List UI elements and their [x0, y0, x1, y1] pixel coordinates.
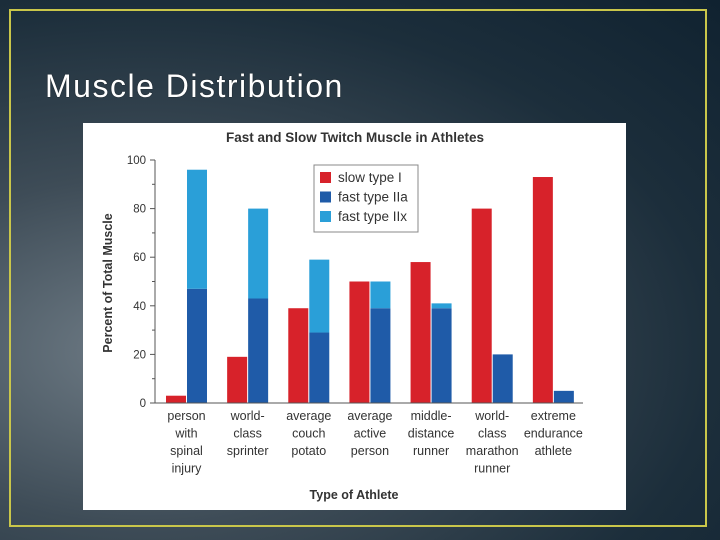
legend-label: slow type I [338, 170, 402, 185]
x-category-label: world- [474, 409, 509, 423]
bar-fast-type-iix [431, 303, 452, 309]
x-category-label: active [354, 427, 387, 441]
x-category-label: injury [172, 462, 203, 476]
x-category-label: couch [292, 427, 325, 441]
x-category-label: athlete [535, 444, 573, 458]
bar-fast-type-iia [309, 332, 330, 403]
bar-fast-type-iix [309, 259, 330, 333]
x-category-label: runner [474, 462, 510, 476]
bar-chart: Fast and Slow Twitch Muscle in Athletes … [101, 130, 583, 502]
x-category-label: with [174, 427, 197, 441]
bar-slow-type-i [349, 281, 370, 403]
bar-fast-type-iia [187, 288, 207, 403]
bar-fast-type-iix [248, 208, 269, 299]
bar-slow-type-i [410, 262, 431, 403]
x-axis-title: Type of Athlete [310, 488, 399, 502]
bar-slow-type-i [532, 177, 553, 403]
x-category-label: marathon [466, 444, 519, 458]
x-category-label: spinal [170, 444, 203, 458]
bar-fast-type-iix [370, 281, 391, 309]
x-category-label: extreme [531, 409, 576, 423]
bar-slow-type-i [166, 395, 186, 403]
x-category-label: sprinter [227, 444, 269, 458]
x-category-label: person [167, 409, 205, 423]
bar-fast-type-iia [492, 354, 513, 403]
y-tick-label: 20 [133, 349, 146, 361]
y-tick-label: 80 [133, 204, 146, 216]
y-tick-label: 100 [127, 155, 146, 167]
x-category-label: world- [230, 409, 265, 423]
y-axis-title: Percent of Total Muscle [101, 213, 115, 352]
x-category-label: class [478, 427, 506, 441]
legend-box [313, 164, 419, 233]
chart-panel: Fast and Slow Twitch Muscle in Athletes … [83, 123, 626, 510]
bar-fast-type-iix [187, 169, 207, 289]
legend-swatch [320, 191, 331, 203]
slide-frame [9, 9, 707, 527]
y-tick-label: 0 [140, 398, 146, 410]
bar-fast-type-iia [370, 308, 391, 403]
x-category-label: average [347, 409, 392, 423]
x-category-label: class [233, 427, 261, 441]
x-category-label: endurance [524, 427, 583, 441]
legend-swatch [320, 172, 331, 183]
x-category-label: person [351, 444, 389, 458]
x-category-label: average [286, 409, 331, 423]
plot-area: 0 20 40 60 80 100 person with spinal injury world-… [127, 155, 583, 476]
legend-swatch [320, 211, 331, 222]
y-tick-label: 60 [133, 252, 146, 264]
bar-slow-type-i [471, 208, 492, 403]
legend-label: fast type IIa [338, 190, 408, 205]
x-category-label: runner [413, 444, 449, 458]
bar-fast-type-iia [248, 298, 269, 403]
bar-fast-type-iia [553, 390, 574, 403]
slide-title: Muscle Distribution [45, 68, 344, 104]
bar-slow-type-i [227, 356, 248, 403]
y-tick-label: 40 [133, 301, 146, 313]
bar-slow-type-i [288, 308, 309, 403]
x-category-label: distance [408, 427, 455, 441]
legend-label: fast type IIx [338, 209, 407, 224]
x-category-label: potato [291, 444, 326, 458]
chart-title: Fast and Slow Twitch Muscle in Athletes [226, 130, 484, 145]
bar-fast-type-iia [431, 308, 452, 403]
x-category-label: middle- [411, 409, 452, 423]
